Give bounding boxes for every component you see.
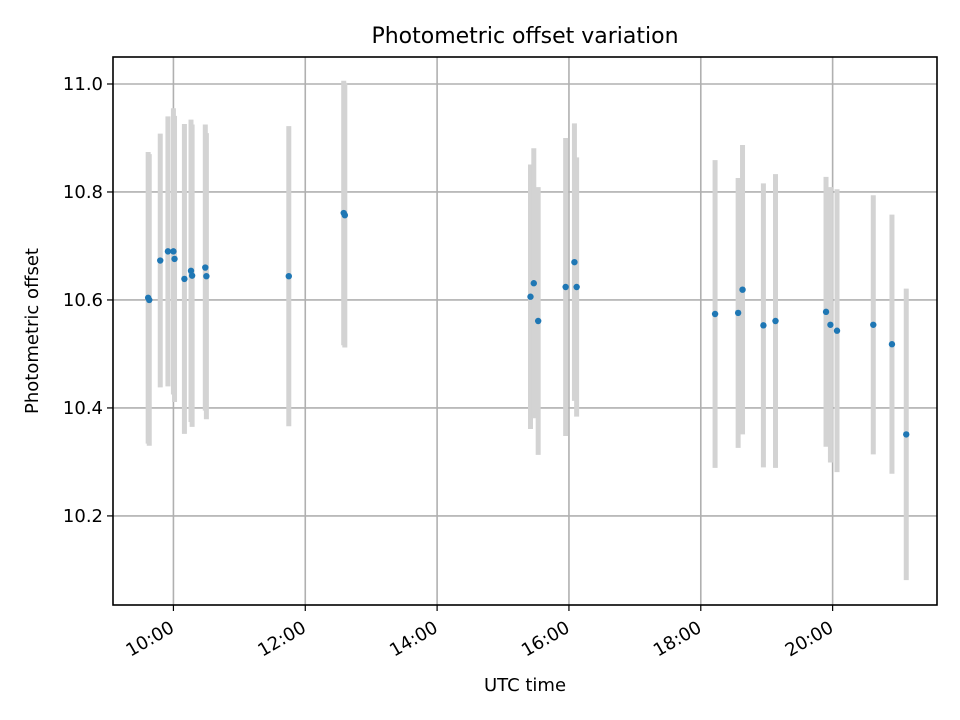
- data-point: [573, 283, 580, 291]
- x-tick-label: 10:00: [123, 617, 178, 661]
- data-point: [202, 264, 209, 271]
- data-point: [181, 275, 188, 283]
- data-point: [146, 296, 153, 304]
- y-tick-label: 11.0: [63, 74, 103, 95]
- data-point: [527, 293, 534, 300]
- data-point: [571, 258, 578, 266]
- x-axis-label: UTC time: [484, 675, 566, 696]
- data-point: [157, 257, 164, 264]
- data-point: [734, 309, 742, 317]
- data-point: [530, 280, 537, 287]
- data-point: [772, 317, 779, 325]
- y-tick-label: 10.6: [63, 290, 103, 311]
- x-tick-label: 12:00: [254, 617, 309, 661]
- grid-lines: [113, 57, 937, 605]
- data-point: [739, 286, 746, 293]
- data-point: [822, 308, 830, 316]
- data-point: [170, 248, 177, 255]
- data-point: [171, 255, 178, 263]
- data-points: [144, 209, 910, 438]
- y-tick-label: 10.4: [63, 398, 103, 419]
- data-point: [341, 211, 349, 219]
- x-tick-label: 16:00: [518, 617, 573, 661]
- y-axis-ticks: 10.2 10.4 10.6 10.8 11.0: [63, 74, 113, 527]
- data-point: [534, 317, 542, 325]
- data-point: [903, 431, 910, 438]
- data-point: [711, 310, 719, 318]
- data-point: [827, 321, 834, 328]
- x-tick-label: 20:00: [782, 617, 837, 661]
- chart-title: Photometric offset variation: [371, 24, 678, 49]
- data-point: [164, 248, 172, 255]
- y-tick-label: 10.2: [63, 506, 103, 527]
- data-point: [870, 321, 877, 328]
- data-point: [285, 273, 292, 280]
- data-point: [203, 273, 210, 280]
- error-bars: [145, 80, 909, 581]
- data-point: [888, 341, 896, 348]
- data-point: [833, 327, 841, 334]
- x-axis-ticks: 10:00 12:00 14:00 16:00 18:00 20:00: [123, 605, 837, 661]
- y-axis-label: Photometric offset: [22, 248, 43, 414]
- x-tick-label: 18:00: [650, 617, 705, 661]
- plot-area-frame: [112, 56, 938, 606]
- data-point: [187, 267, 195, 275]
- data-point: [188, 272, 196, 279]
- x-tick-label: 14:00: [386, 617, 441, 661]
- data-point: [760, 322, 767, 329]
- data-point: [562, 283, 569, 291]
- y-tick-label: 10.8: [63, 182, 103, 203]
